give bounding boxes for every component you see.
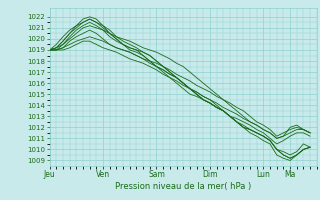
- X-axis label: Pression niveau de la mer( hPa ): Pression niveau de la mer( hPa ): [115, 182, 251, 191]
